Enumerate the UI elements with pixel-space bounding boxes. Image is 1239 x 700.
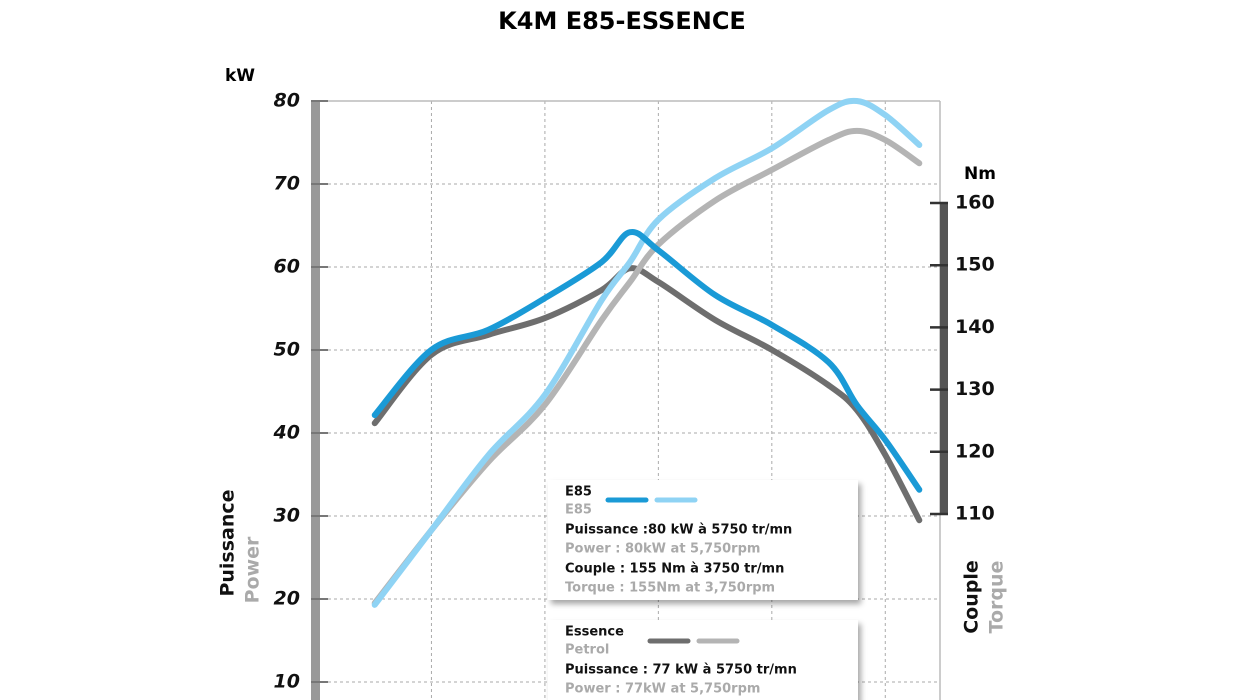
y2-label: Couple bbox=[961, 560, 983, 634]
y-tick-label: 40 bbox=[273, 422, 300, 444]
legend-detail: Torque : 155Nm at 3,750rpm bbox=[565, 581, 775, 596]
y-label: Puissance bbox=[217, 489, 239, 596]
y2-tick-label: 140 bbox=[955, 316, 995, 338]
legend-label: Petrol bbox=[565, 643, 609, 658]
legend-detail: Power : 77kW at 5,750rpm bbox=[565, 682, 760, 697]
y2-tick-label: 110 bbox=[955, 503, 995, 525]
y-tick-label: 30 bbox=[274, 505, 300, 527]
chart-title: K4M E85-ESSENCE bbox=[498, 7, 746, 35]
series-line bbox=[371, 229, 923, 493]
series-line bbox=[371, 97, 923, 608]
legend-detail: Power : 80kW at 5,750rpm bbox=[565, 542, 760, 557]
y2-tick-label: 160 bbox=[955, 192, 995, 214]
y-tick-label: 50 bbox=[274, 339, 300, 361]
y2-tick-label: 130 bbox=[955, 378, 995, 400]
y2-unit: Nm bbox=[964, 164, 996, 184]
legend-label: E85 bbox=[565, 503, 592, 518]
y-axis-bar bbox=[311, 101, 320, 700]
lines bbox=[371, 97, 923, 608]
legend: E85 E85 Puissance :80 kW à 5750 tr/mn Po… bbox=[548, 480, 858, 700]
y2-axis-bar bbox=[940, 203, 948, 514]
y-label-en: Power bbox=[242, 536, 264, 603]
y-tick-label: 10 bbox=[274, 671, 300, 693]
y-tick-label: 20 bbox=[274, 588, 300, 610]
y2-label-en: Torque bbox=[986, 561, 1008, 634]
y-unit: kW bbox=[225, 66, 255, 86]
y-tick-label: 80 bbox=[274, 90, 300, 112]
legend-box bbox=[548, 620, 858, 700]
legend-detail: Puissance :80 kW à 5750 tr/mn bbox=[565, 523, 792, 538]
y-tick-label: 60 bbox=[274, 256, 300, 278]
legend-detail: Puissance : 77 kW à 5750 tr/mn bbox=[565, 663, 797, 678]
y-tick-label: 70 bbox=[274, 173, 300, 195]
legend-detail: Couple : 155 Nm à 3750 tr/mn bbox=[565, 562, 784, 577]
legend-label: E85 bbox=[565, 485, 592, 500]
y2-tick-label: 120 bbox=[955, 440, 995, 462]
legend-box bbox=[548, 480, 858, 600]
series-line bbox=[371, 127, 923, 607]
legend-label: Essence bbox=[565, 625, 624, 640]
y2-tick-label: 150 bbox=[955, 254, 995, 276]
